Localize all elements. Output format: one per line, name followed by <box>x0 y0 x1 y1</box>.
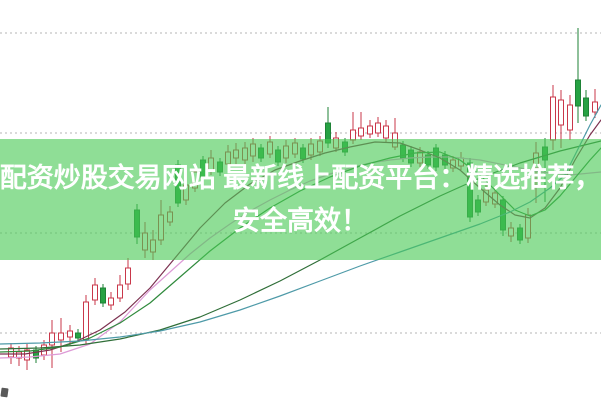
headline-banner: 配资炒股交易网站 最新线上配资平台：精选推荐， 安全高效！ <box>0 139 601 260</box>
headline-line-1: 配资炒股交易网站 最新线上配资平台：精选推荐， <box>0 162 601 193</box>
headline-line-2: 安全高效！ <box>233 205 368 236</box>
corner-artifact <box>0 387 9 398</box>
